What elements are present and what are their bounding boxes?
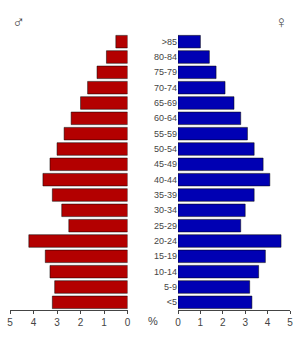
svg-text:♀: ♀ xyxy=(275,13,288,32)
svg-text:65-69: 65-69 xyxy=(154,98,177,108)
svg-text:45-49: 45-49 xyxy=(154,159,177,169)
svg-text:%: % xyxy=(148,315,158,327)
svg-text:4: 4 xyxy=(265,317,271,328)
svg-text:♂: ♂ xyxy=(12,13,25,32)
svg-text:20-24: 20-24 xyxy=(154,236,177,246)
svg-text:55-59: 55-59 xyxy=(154,129,177,139)
svg-text:70-74: 70-74 xyxy=(154,83,177,93)
svg-text:35-39: 35-39 xyxy=(154,190,177,200)
svg-text:10-14: 10-14 xyxy=(154,267,177,277)
svg-text:1: 1 xyxy=(101,317,107,328)
svg-text:2: 2 xyxy=(220,317,226,328)
svg-text:5: 5 xyxy=(7,317,13,328)
svg-text:50-54: 50-54 xyxy=(154,144,177,154)
svg-text:5: 5 xyxy=(287,317,293,328)
svg-text:80-84: 80-84 xyxy=(154,52,177,62)
svg-text:4: 4 xyxy=(31,317,37,328)
svg-text:<5: <5 xyxy=(167,297,177,307)
svg-text:30-34: 30-34 xyxy=(154,205,177,215)
svg-text:75-79: 75-79 xyxy=(154,67,177,77)
svg-text:3: 3 xyxy=(242,317,248,328)
svg-text:25-29: 25-29 xyxy=(154,221,177,231)
svg-text:>85: >85 xyxy=(162,37,177,47)
svg-text:5-9: 5-9 xyxy=(164,282,177,292)
svg-text:1: 1 xyxy=(198,317,204,328)
svg-text:60-64: 60-64 xyxy=(154,113,177,123)
svg-text:0: 0 xyxy=(175,317,181,328)
svg-text:0: 0 xyxy=(125,317,131,328)
svg-text:15-19: 15-19 xyxy=(154,251,177,261)
svg-text:3: 3 xyxy=(54,317,60,328)
svg-text:2: 2 xyxy=(78,317,84,328)
svg-text:40-44: 40-44 xyxy=(154,175,177,185)
